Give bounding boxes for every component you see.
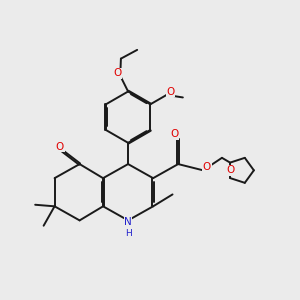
Text: O: O [226,165,234,175]
Text: O: O [170,129,178,140]
Text: O: O [166,87,175,97]
Text: H: H [125,229,131,238]
Text: O: O [56,142,64,152]
Text: O: O [113,68,121,78]
Text: O: O [203,162,211,172]
Text: N: N [124,217,132,226]
